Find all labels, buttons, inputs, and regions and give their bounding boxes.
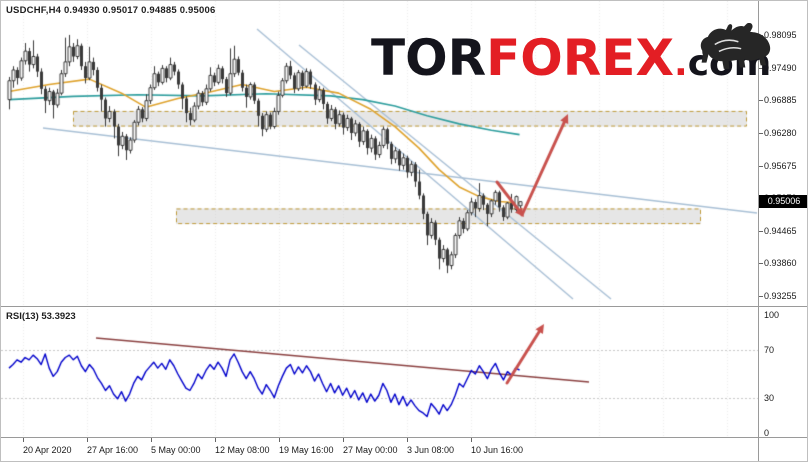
logo-text-dot: . (674, 43, 688, 84)
price-axis-tick (759, 100, 763, 102)
time-axis-label: 10 Jun 16:00 (471, 445, 524, 455)
bull-icon (701, 23, 771, 69)
price-axis-tick (759, 263, 763, 265)
time-axis-tick (151, 438, 152, 442)
time-axis-tick (23, 438, 24, 442)
rsi-axis-label: 30 (764, 392, 775, 403)
price-axis-label: 0.96885 (764, 95, 797, 106)
logo-text-forex: FOREX (486, 29, 674, 87)
time-axis-label: 3 Jun 08:00 (407, 445, 455, 455)
price-axis: 0.95006 0.98095 0.97490 0.96885 0.96280 0.95… (758, 1, 807, 461)
price-axis-tick (759, 296, 763, 298)
time-axis-tick (215, 438, 216, 442)
price-chart-canvas (1, 1, 758, 306)
panel-separator (1, 306, 807, 307)
time-axis-label: 5 May 00:00 (151, 445, 201, 455)
price-axis-label: 0.93255 (764, 291, 797, 302)
time-axis: 20 Apr 2020 27 Apr 16:00 5 May 00:00 12 May… (1, 438, 758, 461)
price-axis-tick (759, 230, 763, 232)
time-axis-tick (407, 438, 408, 442)
time-axis-label: 12 May 08:00 (215, 445, 270, 455)
time-axis-tick (343, 438, 344, 442)
axis-separator (1, 437, 807, 438)
rsi-axis-label: 0 (764, 428, 770, 438)
logo-text-tor: TOR (371, 29, 487, 87)
rsi-label: RSI(13) 53.3923 (6, 311, 76, 322)
time-axis-label: 27 Apr 16:00 (87, 445, 139, 455)
rsi-axis-label: 100 (764, 310, 780, 320)
price-axis-tick (759, 165, 763, 167)
price-axis-label: 0.96280 (764, 128, 797, 139)
price-axis-label: 0.97490 (764, 62, 797, 73)
torforex-logo: TORFOREX.com (371, 23, 771, 93)
price-axis-label: 0.93860 (764, 258, 797, 269)
current-price-tag: 0.95006 (759, 195, 807, 209)
time-axis-tick (87, 438, 88, 442)
rsi-axis-label: 70 (764, 345, 775, 356)
price-axis-tick (759, 67, 763, 69)
time-axis-label: 27 May 00:00 (343, 445, 398, 455)
time-axis-tick (471, 438, 472, 442)
time-axis-tick (279, 438, 280, 442)
time-axis-label: 20 Apr 2020 (23, 445, 72, 455)
time-axis-label: 19 May 16:00 (279, 445, 334, 455)
price-axis-tick (759, 133, 763, 135)
symbol-ohlc-header: USDCHF,H4 0.94930 0.95017 0.94885 0.9500… (6, 5, 216, 16)
rsi-indicator-canvas (1, 309, 758, 437)
price-axis-label: 0.95675 (764, 160, 797, 171)
price-axis-label: 0.98095 (764, 30, 797, 41)
price-axis-label: 0.94465 (764, 225, 797, 236)
